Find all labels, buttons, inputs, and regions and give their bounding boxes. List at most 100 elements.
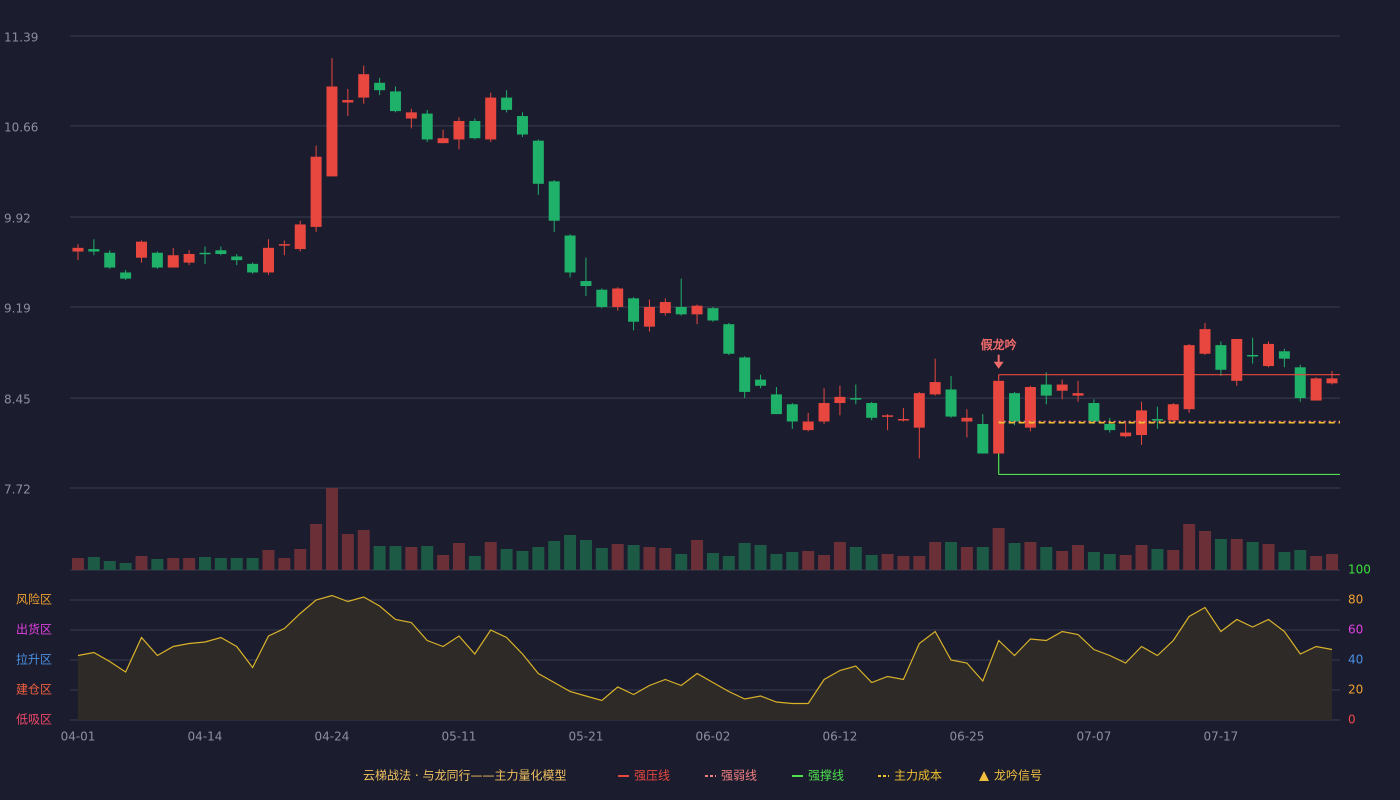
legend-label: 强撑线 [808,768,844,783]
candle-body [469,120,481,139]
candle-body [1104,423,1116,431]
candle-body [628,298,640,322]
volume-bar [1199,531,1212,570]
volume-bar [357,530,370,570]
candle-body [88,249,100,252]
candle-body [755,379,767,386]
candle-body [72,247,84,252]
volume-bar [1151,549,1164,570]
volume-bar [1008,543,1021,570]
volume-bar [167,558,180,570]
legend-label: 主力成本 [894,769,942,783]
volume-bar [960,547,973,570]
candle-body [1120,432,1132,437]
volume-bar [151,559,164,570]
volume-bar [564,535,577,570]
volume-bar [135,556,148,570]
candle-body [802,421,814,431]
volume-bar [945,542,958,570]
x-tick-label: 06-02 [695,730,730,744]
candle-body [961,417,973,422]
volume-bar [1103,554,1116,570]
volume-bar [452,543,465,570]
signal-label: 假龙吟 [981,337,1017,352]
zone-label: 风险区 [16,592,52,607]
y2-tick-label: 80 [1348,593,1363,607]
candle-body [1231,338,1243,381]
x-tick-label: 05-21 [569,730,604,744]
candle-body [723,324,735,354]
volume-bar [1024,542,1037,570]
volume-bar [405,547,418,570]
volume-bar [1246,542,1259,570]
x-tick-label: 06-12 [822,730,857,744]
candle-body [1326,378,1338,384]
candle-body [1199,329,1211,354]
candle-body [1088,403,1100,422]
candle-body [739,357,751,392]
candle-body [104,252,116,268]
candle-body [913,393,925,428]
candle-body [1215,345,1227,370]
volume-bar [1214,539,1227,570]
volume-bar [230,558,243,570]
volume-bar [1056,551,1069,570]
candle-body [374,82,386,91]
volume-bar [1135,545,1148,570]
volume-bar [532,547,545,570]
candle-body [1056,384,1068,391]
candle-body [1024,387,1036,428]
candle-body [135,241,147,258]
volume-bar [1230,539,1243,570]
y-tick-label: 9.92 [4,212,31,226]
volume-bar [802,551,815,570]
candle-body [1009,393,1021,422]
volume-bar [659,548,672,570]
candle-body [1040,384,1052,396]
candle-body [659,302,671,314]
volume-bar [1040,547,1053,570]
volume-bar [294,549,307,570]
legend-label: 强压线 [634,769,670,783]
x-tick-label: 07-17 [1203,730,1238,744]
oscillator-area [78,595,1332,720]
candle-body [310,156,322,227]
candle-body [691,305,703,315]
volume-bar [992,528,1005,570]
volume-bar [516,551,529,570]
volume-bar [119,563,132,570]
chart-title: 云梯战法 · 与龙同行——主力量化模型 [363,769,566,783]
volume-bar [818,555,831,570]
candle-body [1278,351,1290,359]
candle-body [612,288,624,307]
zone-label: 低吸区 [16,713,52,727]
candle-body [850,398,862,400]
volume-bar [627,545,640,570]
candle-body [326,86,338,177]
y-tick-label: 7.72 [4,483,31,497]
x-tick-label: 04-24 [315,730,350,744]
candle-body [786,404,798,422]
legend-marker [979,771,989,781]
candle-body [120,272,132,279]
volume-bar [389,546,402,570]
x-tick-label: 07-07 [1076,730,1111,744]
legend-label: 强弱线 [721,769,757,783]
volume-bar [691,540,704,570]
candle-body [564,235,576,273]
volume-bar [72,558,84,570]
candle-body [977,423,989,454]
volume-bar [437,555,450,570]
volume-bar [262,550,275,570]
oscillator-line [77,594,1333,705]
candle-body [199,252,211,255]
volume-bar [1294,550,1307,570]
volume-bar [611,544,624,570]
volume-bar [87,557,100,570]
candle-body [897,419,909,421]
volume-bar [675,554,688,570]
x-tick-label: 04-01 [61,730,96,744]
candle-body [643,306,655,327]
zone-label: 出货区 [16,622,52,637]
x-tick-label: 05-11 [442,730,477,744]
